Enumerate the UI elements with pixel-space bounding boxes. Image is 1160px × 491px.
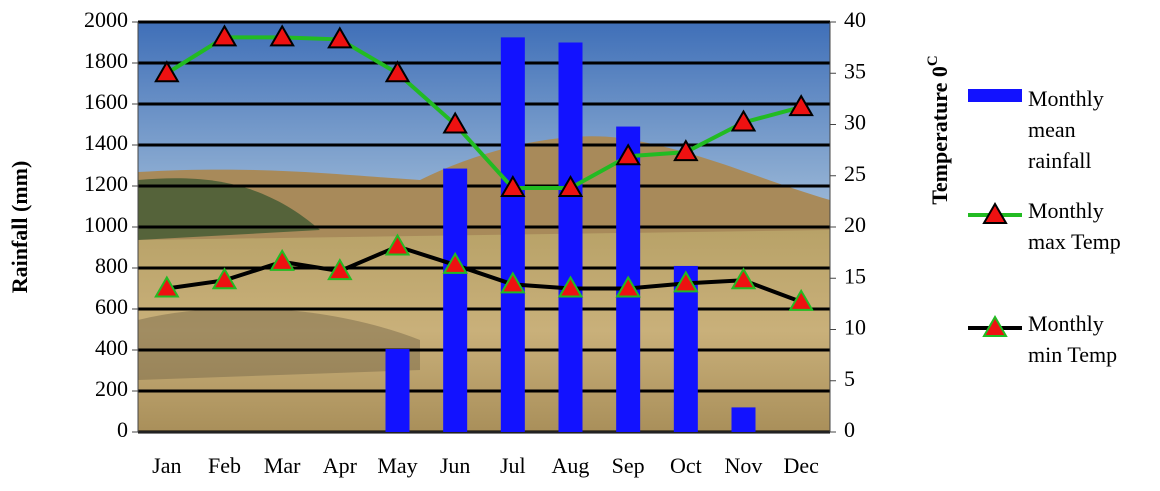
y-tick-label: 600 <box>95 294 128 319</box>
bar <box>501 37 525 432</box>
x-tick-label: Mar <box>264 453 301 478</box>
bar <box>559 43 583 433</box>
y2-axis-title-main: Temperature 0 <box>927 66 952 205</box>
y-tick-label: 1000 <box>84 212 128 237</box>
x-tick-label: Jun <box>440 453 471 478</box>
x-tick-label: Dec <box>783 453 819 478</box>
bar <box>443 169 467 432</box>
y-tick-label: 200 <box>95 376 128 401</box>
chart: Rainfall (mm) Temperature 0C 02004006008… <box>0 0 1160 486</box>
y2-tick-label: 10 <box>844 315 866 340</box>
y-tick-label: 400 <box>95 335 128 360</box>
y-tick-label: 1200 <box>84 171 128 196</box>
y-tick-label: 2000 <box>84 7 128 32</box>
y-tick-label: 1400 <box>84 130 128 155</box>
y2-tick-label: 40 <box>844 7 866 32</box>
y-tick-label: 1800 <box>84 48 128 73</box>
y2-tick-label: 0 <box>844 417 855 442</box>
x-tick-label: Oct <box>670 453 702 478</box>
x-tick-label: Feb <box>208 453 241 478</box>
x-tick-label: Sep <box>612 453 645 478</box>
y-tick-label: 0 <box>117 417 128 442</box>
y2-tick-label: 20 <box>844 212 866 237</box>
y-axis-title: Rainfall (mm) <box>7 161 32 294</box>
x-tick-label: Jul <box>500 453 526 478</box>
y-tick-label: 1600 <box>84 89 128 114</box>
legend-swatch <box>968 89 1022 102</box>
y2-tick-label: 35 <box>844 58 866 83</box>
y2-axis-title-sup: C <box>925 55 941 66</box>
x-tick-label: Nov <box>725 453 763 478</box>
y2-tick-label: 15 <box>844 263 866 288</box>
x-tick-label: May <box>377 453 417 478</box>
y2-tick-label: 30 <box>844 110 866 135</box>
x-tick-label: Apr <box>323 453 358 478</box>
bar <box>732 407 756 432</box>
y2-axis-title: Temperature 0C <box>925 55 952 205</box>
x-tick-label: Aug <box>552 453 590 478</box>
x-tick-label: Jan <box>152 453 181 478</box>
bar <box>386 349 410 432</box>
y2-tick-label: 5 <box>844 366 855 391</box>
y-tick-label: 800 <box>95 253 128 278</box>
y2-tick-label: 25 <box>844 161 866 186</box>
